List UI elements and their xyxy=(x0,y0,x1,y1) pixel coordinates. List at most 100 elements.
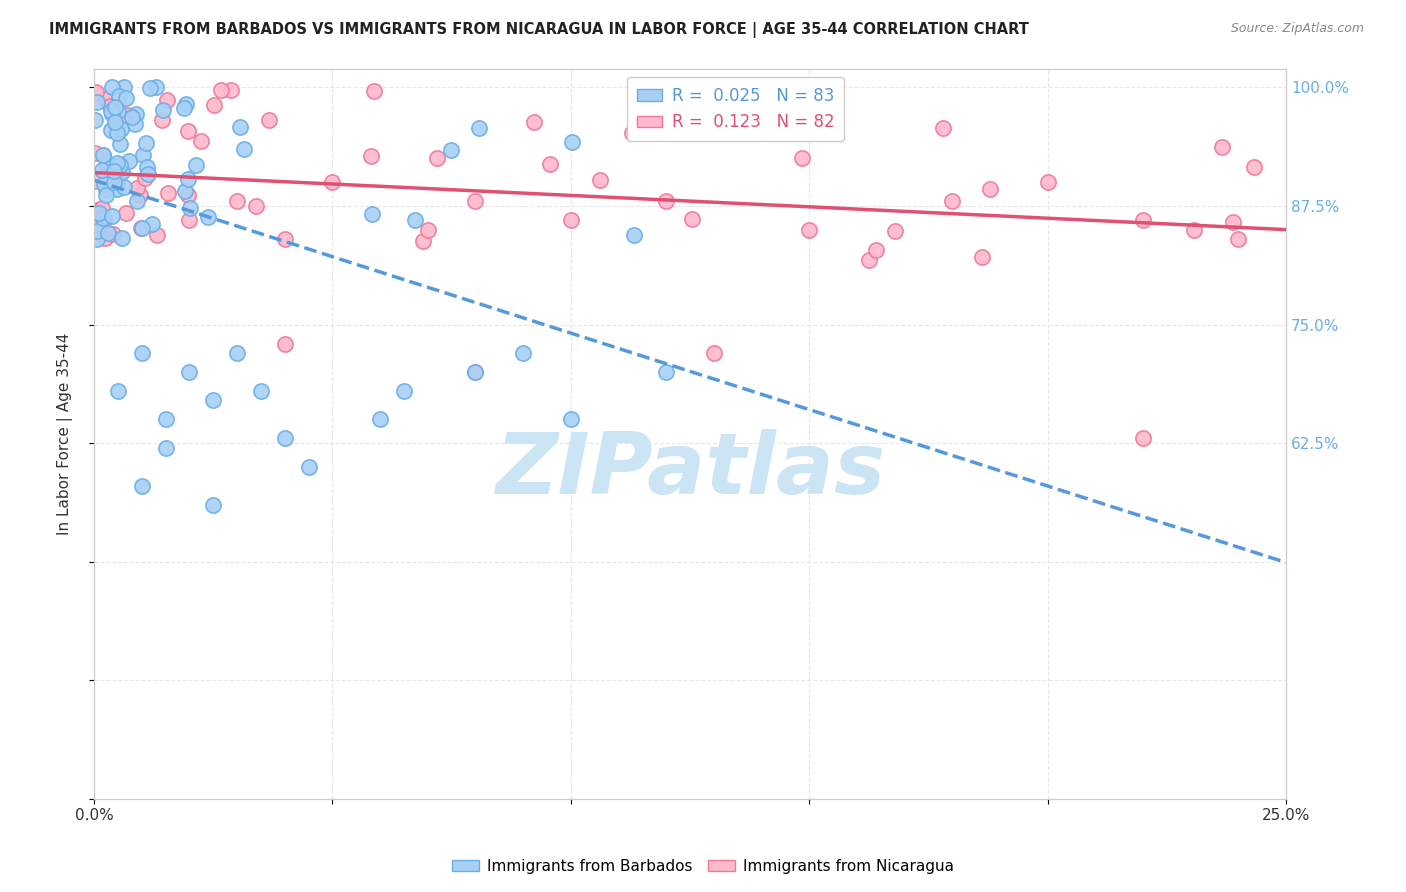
Point xyxy=(790,151,813,165)
Point xyxy=(115,206,138,220)
Point xyxy=(134,171,156,186)
Point xyxy=(620,126,643,140)
Point xyxy=(560,213,582,227)
Point xyxy=(174,184,197,198)
Point xyxy=(156,186,179,200)
Point xyxy=(105,175,128,189)
Point xyxy=(363,84,385,98)
Point xyxy=(274,232,297,246)
Point xyxy=(84,112,107,127)
Legend: R =  0.025   N = 83, R =  0.123   N = 82: R = 0.025 N = 83, R = 0.123 N = 82 xyxy=(627,77,845,141)
Point xyxy=(209,82,232,96)
Point xyxy=(219,83,242,97)
Point xyxy=(110,122,132,136)
Point xyxy=(96,156,118,170)
Point xyxy=(111,231,134,245)
Point xyxy=(125,107,148,121)
Point xyxy=(101,227,124,242)
Point xyxy=(118,153,141,168)
Point xyxy=(392,384,415,398)
Point xyxy=(86,224,108,238)
Point xyxy=(91,148,114,162)
Point xyxy=(132,147,155,161)
Y-axis label: In Labor Force | Age 35-44: In Labor Force | Age 35-44 xyxy=(58,333,73,535)
Point xyxy=(105,182,128,196)
Point xyxy=(90,163,112,178)
Point xyxy=(512,346,534,360)
Point xyxy=(136,167,159,181)
Point xyxy=(404,213,426,227)
Point xyxy=(202,98,225,112)
Point xyxy=(538,157,561,171)
Point xyxy=(228,120,250,134)
Point xyxy=(623,228,645,243)
Point xyxy=(179,201,201,215)
Point xyxy=(93,177,115,191)
Legend: Immigrants from Barbados, Immigrants from Nicaragua: Immigrants from Barbados, Immigrants fro… xyxy=(446,853,960,880)
Point xyxy=(858,252,880,267)
Point xyxy=(321,175,343,189)
Point xyxy=(128,187,150,202)
Point xyxy=(124,117,146,131)
Point xyxy=(100,209,122,223)
Point xyxy=(655,365,678,379)
Point xyxy=(655,194,678,209)
Point xyxy=(177,188,200,202)
Point xyxy=(190,134,212,148)
Point xyxy=(110,136,132,151)
Point xyxy=(803,115,825,129)
Point xyxy=(150,113,173,128)
Point xyxy=(523,115,546,129)
Point xyxy=(368,412,391,426)
Point xyxy=(257,113,280,128)
Point xyxy=(91,211,114,225)
Point xyxy=(412,235,434,249)
Point xyxy=(177,171,200,186)
Point xyxy=(96,187,118,202)
Point xyxy=(97,226,120,240)
Point xyxy=(1132,213,1154,227)
Point xyxy=(100,123,122,137)
Point xyxy=(108,158,131,172)
Point xyxy=(104,100,127,114)
Point xyxy=(145,80,167,95)
Point xyxy=(1243,160,1265,174)
Point xyxy=(100,103,122,118)
Point xyxy=(145,228,167,243)
Point xyxy=(226,194,249,209)
Point xyxy=(155,441,177,455)
Point xyxy=(970,250,993,264)
Point xyxy=(104,115,127,129)
Point xyxy=(226,346,249,360)
Point xyxy=(84,145,107,160)
Point xyxy=(139,80,162,95)
Point xyxy=(274,431,297,445)
Point xyxy=(141,218,163,232)
Point xyxy=(93,212,115,227)
Point xyxy=(464,194,486,209)
Point xyxy=(131,346,153,360)
Point xyxy=(131,221,153,235)
Point xyxy=(117,108,139,122)
Point xyxy=(108,165,131,179)
Point xyxy=(115,91,138,105)
Point xyxy=(155,412,177,426)
Point xyxy=(274,336,297,351)
Point xyxy=(561,135,583,149)
Point xyxy=(793,100,815,114)
Point xyxy=(799,223,821,237)
Point xyxy=(93,230,115,244)
Point xyxy=(1036,175,1059,189)
Point xyxy=(121,110,143,124)
Point xyxy=(1211,140,1233,154)
Text: IMMIGRANTS FROM BARBADOS VS IMMIGRANTS FROM NICARAGUA IN LABOR FORCE | AGE 35-44: IMMIGRANTS FROM BARBADOS VS IMMIGRANTS F… xyxy=(49,22,1029,38)
Point xyxy=(86,232,108,246)
Point xyxy=(129,221,152,235)
Point xyxy=(105,155,128,169)
Text: Source: ZipAtlas.com: Source: ZipAtlas.com xyxy=(1230,22,1364,36)
Point xyxy=(426,151,449,165)
Point xyxy=(93,91,115,105)
Point xyxy=(202,393,225,408)
Point xyxy=(464,365,486,379)
Point xyxy=(560,412,582,426)
